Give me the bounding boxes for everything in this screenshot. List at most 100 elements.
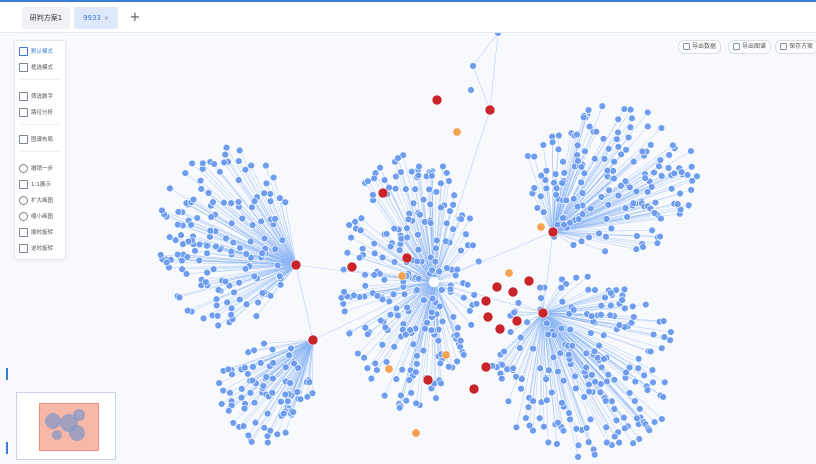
graph-node[interactable] (428, 266, 436, 274)
graph-node[interactable] (244, 431, 253, 440)
graph-node[interactable] (271, 215, 279, 223)
graph-node[interactable] (206, 233, 214, 241)
graph-node[interactable] (158, 206, 166, 215)
graph-node[interactable] (569, 241, 578, 249)
graph-node[interactable] (373, 366, 381, 374)
graph-node[interactable] (377, 316, 385, 325)
graph-node[interactable] (203, 268, 211, 277)
graph-node[interactable] (617, 150, 625, 159)
graph-node[interactable] (562, 280, 570, 288)
graph-node[interactable] (525, 421, 534, 430)
graph-node[interactable] (266, 197, 275, 205)
graph-node[interactable] (364, 330, 372, 338)
graph-node[interactable] (226, 389, 234, 397)
graph-node[interactable] (426, 253, 435, 262)
graph-node[interactable] (647, 183, 656, 191)
graph-node[interactable] (437, 179, 445, 188)
graph-node[interactable] (219, 386, 227, 395)
graph-node[interactable] (585, 387, 593, 396)
graph-node[interactable] (371, 249, 379, 258)
graph-node[interactable] (545, 366, 553, 374)
graph-node[interactable] (250, 346, 258, 355)
graph-node[interactable] (600, 355, 608, 363)
graph-node[interactable] (260, 189, 268, 197)
graph-node[interactable] (667, 185, 676, 193)
graph-node[interactable] (610, 158, 618, 166)
graph-node[interactable] (293, 388, 301, 396)
graph-node[interactable] (605, 186, 613, 195)
graph-node[interactable] (289, 408, 297, 416)
graph-node[interactable] (582, 363, 590, 372)
graph-node[interactable] (382, 358, 391, 366)
graph-node[interactable] (242, 300, 251, 308)
graph-node[interactable] (457, 336, 465, 345)
graph-node[interactable] (595, 341, 603, 350)
entity-node-orange[interactable] (504, 268, 514, 278)
graph-node[interactable] (438, 286, 446, 294)
graph-node[interactable] (635, 435, 643, 443)
graph-node[interactable] (281, 390, 290, 399)
graph-node[interactable] (574, 157, 582, 165)
graph-node[interactable] (162, 258, 171, 267)
graph-node[interactable] (618, 296, 626, 304)
graph-node[interactable] (570, 195, 578, 203)
graph-node[interactable] (248, 203, 256, 211)
graph-node[interactable] (558, 275, 566, 284)
graph-node[interactable] (687, 163, 696, 171)
graph-node[interactable] (392, 304, 401, 313)
graph-node[interactable] (617, 182, 625, 190)
graph-node[interactable] (234, 198, 243, 206)
graph-node[interactable] (457, 215, 465, 223)
graph-node[interactable] (494, 33, 502, 37)
graph-node[interactable] (544, 330, 552, 339)
graph-node[interactable] (339, 265, 348, 274)
graph-node[interactable] (394, 311, 402, 320)
graph-node[interactable] (395, 246, 404, 254)
graph-node[interactable] (613, 135, 621, 143)
graph-node[interactable] (274, 261, 282, 270)
graph-node[interactable] (659, 393, 667, 401)
graph-node[interactable] (602, 397, 610, 405)
close-icon[interactable]: × (103, 15, 109, 22)
graph-node[interactable] (565, 310, 573, 318)
graph-node[interactable] (582, 349, 591, 358)
graph-node[interactable] (659, 317, 668, 325)
graph-node[interactable] (657, 214, 665, 223)
graph-node[interactable] (220, 198, 228, 207)
graph-node[interactable] (363, 364, 372, 372)
graph-node[interactable] (351, 218, 359, 226)
graph-node[interactable] (553, 221, 562, 229)
graph-node[interactable] (432, 394, 440, 402)
graph-node[interactable] (467, 321, 475, 329)
graph-node[interactable] (251, 418, 260, 427)
graph-node[interactable] (308, 389, 317, 397)
graph-node[interactable] (397, 235, 405, 243)
tool-undo[interactable]: 撤销一步 (19, 163, 63, 175)
graph-node[interactable] (212, 242, 220, 251)
graph-node[interactable] (371, 359, 379, 368)
graph-node[interactable] (466, 214, 474, 223)
tab-9933[interactable]: 9933 × (74, 7, 118, 29)
graph-node[interactable] (559, 376, 568, 385)
graph-node[interactable] (629, 302, 637, 311)
graph-node[interactable] (436, 302, 444, 311)
graph-node[interactable] (183, 253, 192, 261)
graph-node[interactable] (213, 312, 222, 320)
graph-node[interactable] (248, 221, 257, 229)
graph-node[interactable] (246, 237, 255, 246)
graph-node[interactable] (620, 105, 629, 113)
graph-node[interactable] (345, 221, 353, 229)
graph-node[interactable] (551, 170, 560, 178)
graph-node[interactable] (590, 347, 599, 356)
graph-node[interactable] (621, 424, 629, 432)
graph-node[interactable] (187, 221, 195, 229)
graph-node[interactable] (212, 295, 221, 303)
network-graph[interactable] (0, 33, 816, 464)
graph-node[interactable] (442, 237, 450, 245)
graph-node[interactable] (412, 368, 420, 376)
graph-node[interactable] (343, 249, 352, 257)
graph-node[interactable] (581, 147, 589, 156)
graph-node[interactable] (530, 152, 538, 161)
graph-node[interactable] (414, 171, 422, 180)
graph-node[interactable] (629, 199, 638, 207)
